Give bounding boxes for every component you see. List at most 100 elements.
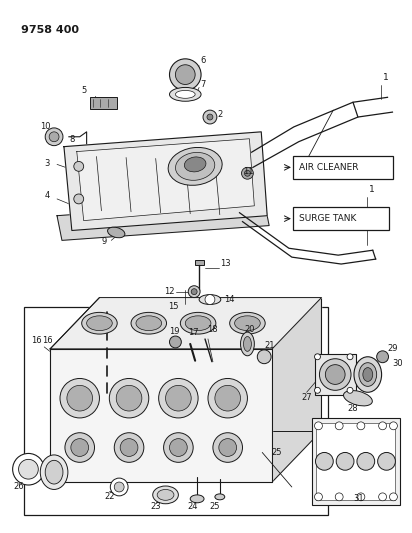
Circle shape [389,422,398,430]
FancyBboxPatch shape [293,156,393,179]
Ellipse shape [184,157,206,172]
Ellipse shape [363,368,373,382]
Text: 1: 1 [383,73,389,82]
Bar [24,308,328,514]
Circle shape [389,493,398,501]
Text: 7: 7 [200,80,206,89]
Circle shape [74,161,84,171]
Text: 13: 13 [220,259,230,268]
Circle shape [159,378,198,418]
Text: 31: 31 [353,494,364,503]
Text: 16: 16 [30,336,41,345]
Circle shape [241,167,253,179]
Circle shape [208,378,248,418]
Text: 1: 1 [369,184,375,193]
Circle shape [347,354,353,360]
Polygon shape [57,201,269,240]
Circle shape [188,286,200,297]
Circle shape [347,387,353,393]
Ellipse shape [176,91,195,98]
FancyBboxPatch shape [293,207,389,230]
Circle shape [169,59,201,91]
Ellipse shape [82,312,117,334]
Circle shape [379,493,386,501]
Polygon shape [50,297,321,349]
Circle shape [316,453,333,470]
Ellipse shape [153,486,178,504]
Ellipse shape [359,362,377,386]
Circle shape [319,359,351,390]
Circle shape [336,453,354,470]
Text: 25: 25 [271,448,282,457]
Text: 19: 19 [169,327,180,336]
Circle shape [377,351,389,362]
Circle shape [335,493,343,501]
Text: 28: 28 [348,403,358,413]
Circle shape [166,385,191,411]
Circle shape [45,128,63,146]
Ellipse shape [199,295,221,304]
Circle shape [49,132,59,142]
Ellipse shape [136,316,162,330]
Circle shape [213,433,243,462]
Circle shape [244,171,250,176]
Circle shape [60,378,99,418]
Text: 2: 2 [218,110,223,118]
Circle shape [110,478,128,496]
Polygon shape [272,297,321,482]
Circle shape [357,493,365,501]
Text: 14: 14 [224,295,234,304]
Ellipse shape [344,391,372,406]
Text: SURGE TANK: SURGE TANK [299,214,356,223]
Ellipse shape [87,316,112,330]
Text: 5: 5 [82,86,87,95]
Text: 6: 6 [200,56,206,66]
Polygon shape [50,349,272,482]
Text: 24: 24 [187,502,197,511]
Circle shape [169,439,187,456]
Ellipse shape [157,489,174,500]
Ellipse shape [40,455,68,489]
Circle shape [203,110,217,124]
Circle shape [114,482,124,492]
Bar [195,260,204,265]
Text: 25: 25 [210,502,220,511]
Polygon shape [64,132,267,230]
Text: 9: 9 [101,237,107,246]
Text: 12: 12 [164,287,175,296]
Text: 21: 21 [264,342,275,350]
Circle shape [207,114,213,120]
Circle shape [219,439,236,456]
Text: 30: 30 [393,359,403,368]
Circle shape [71,439,89,456]
Circle shape [109,378,149,418]
Ellipse shape [45,461,63,484]
Circle shape [379,422,386,430]
Text: 29: 29 [388,344,398,353]
Text: 22: 22 [104,492,115,502]
Ellipse shape [243,336,251,351]
Circle shape [378,453,396,470]
Ellipse shape [180,312,216,334]
Circle shape [215,385,241,411]
Circle shape [65,433,94,462]
Ellipse shape [241,332,254,356]
Circle shape [314,422,323,430]
Circle shape [74,194,84,204]
Polygon shape [99,297,321,431]
Circle shape [164,433,193,462]
Text: 3: 3 [44,159,49,168]
Ellipse shape [131,312,166,334]
Ellipse shape [190,495,204,503]
Text: 9758 400: 9758 400 [21,25,79,35]
Circle shape [258,350,271,364]
Text: 17: 17 [188,328,199,337]
Circle shape [314,493,323,501]
Ellipse shape [185,316,211,330]
Circle shape [357,453,375,470]
Circle shape [19,459,38,479]
Text: 15: 15 [169,302,179,311]
Circle shape [13,454,44,485]
Circle shape [191,289,197,295]
Circle shape [325,365,345,384]
